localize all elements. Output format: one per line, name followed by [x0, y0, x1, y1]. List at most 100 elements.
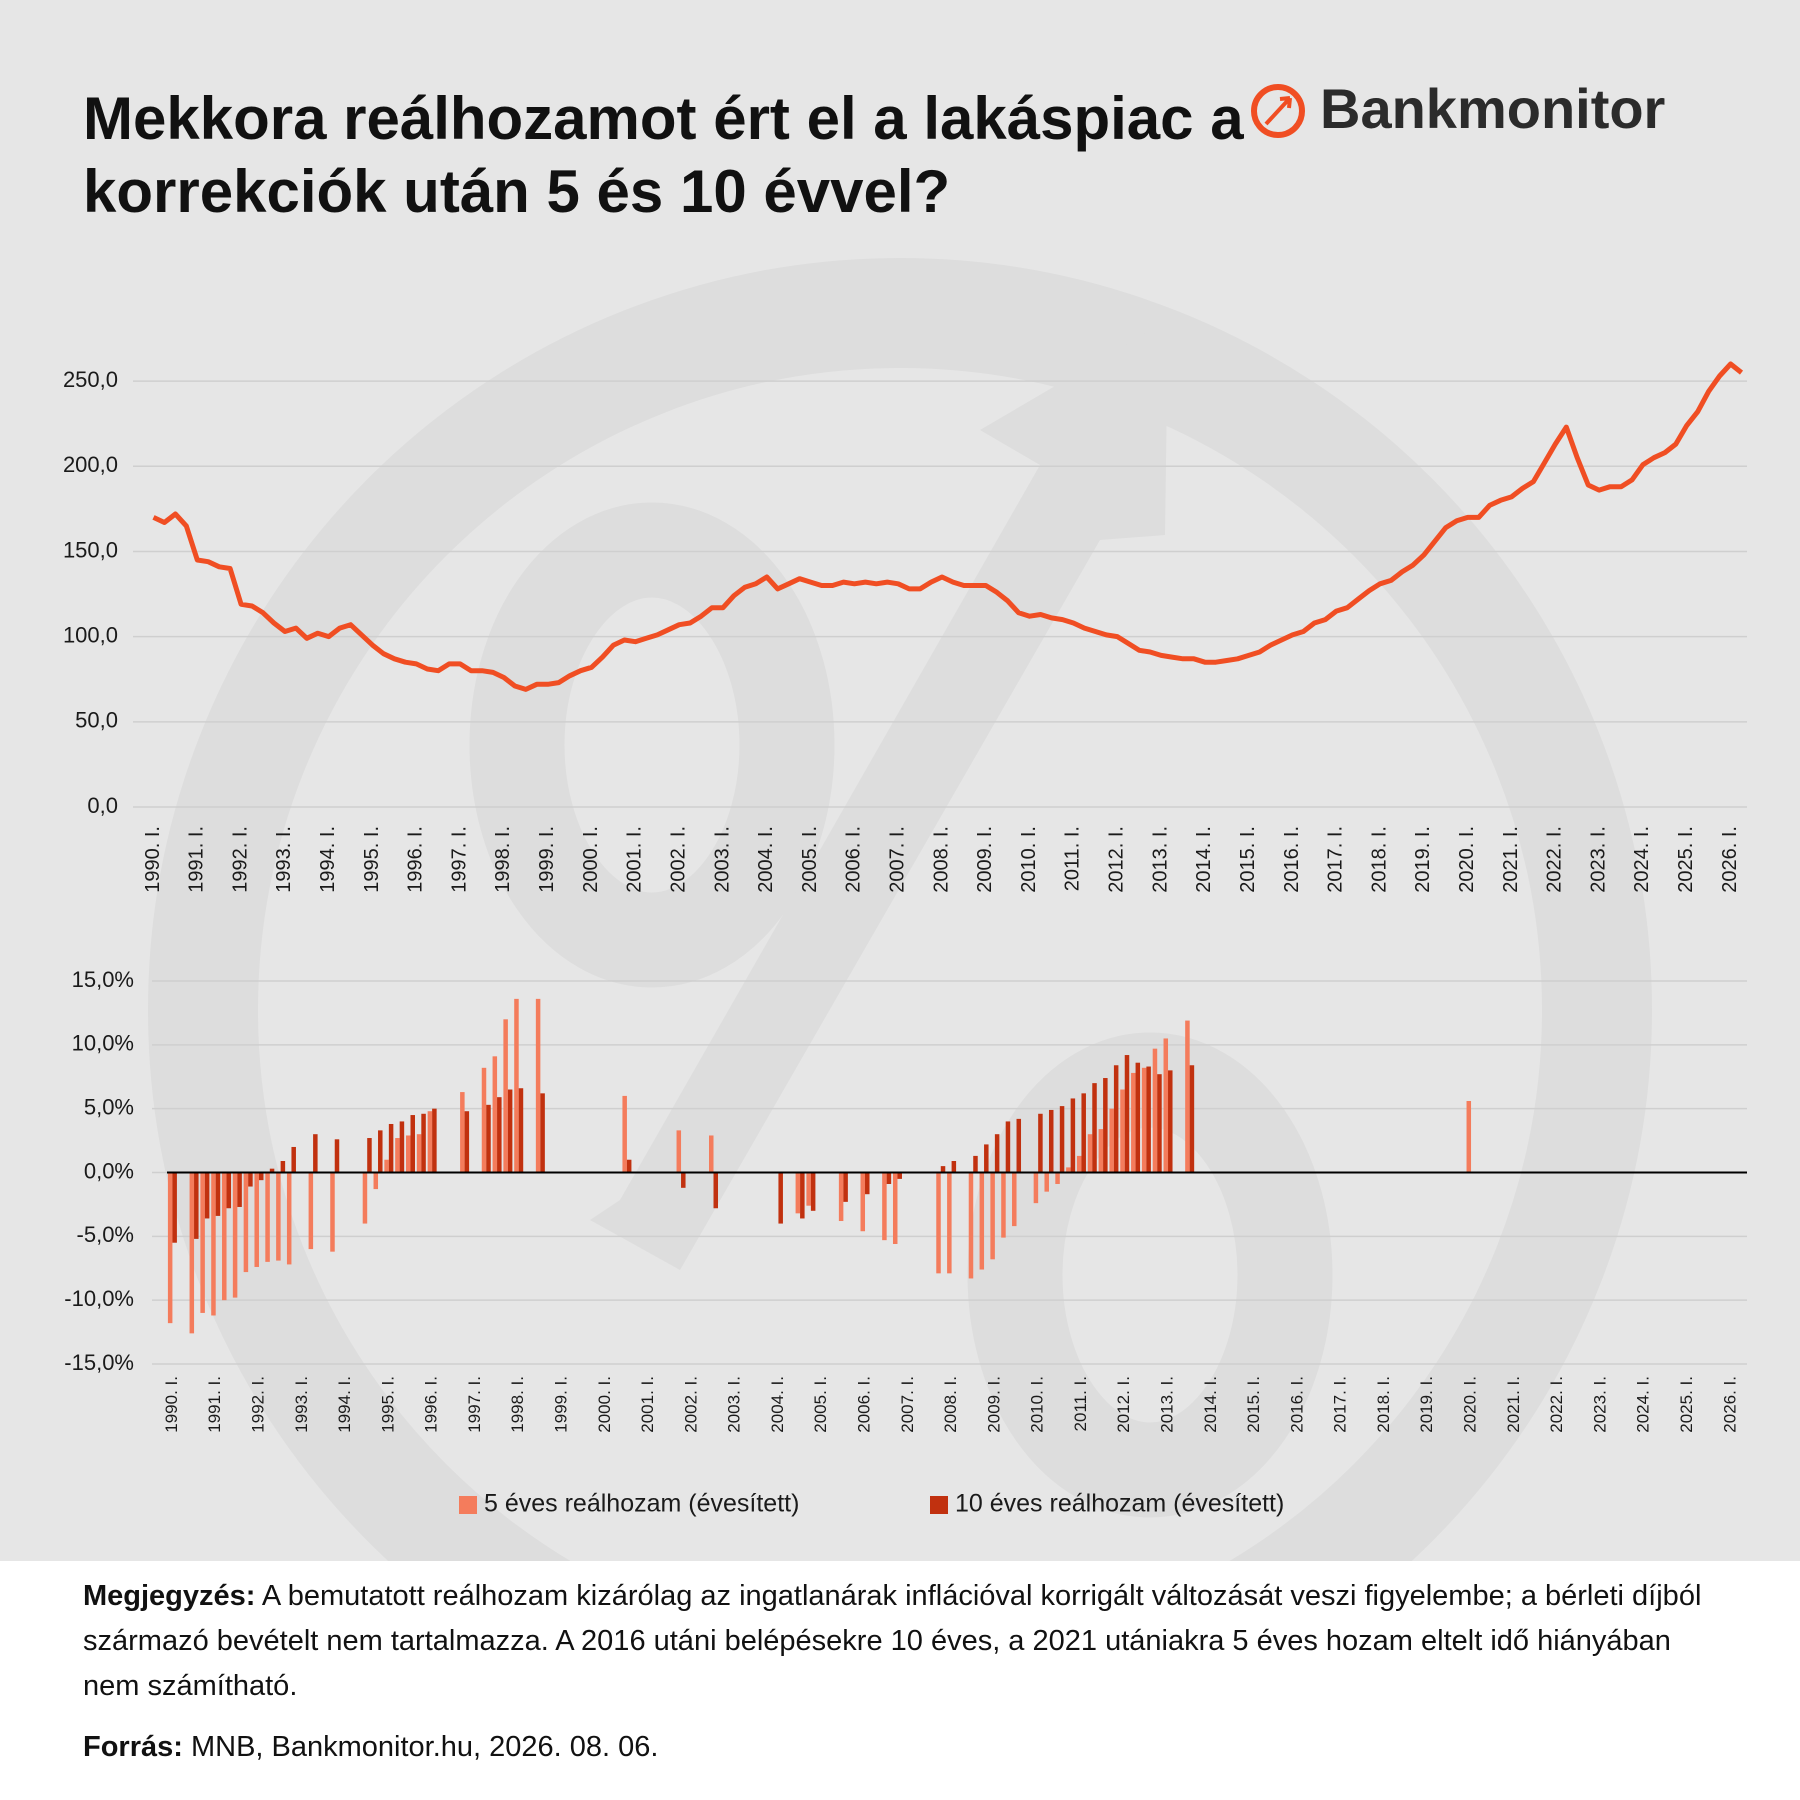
x-tick-label: 2011. I.	[1071, 1376, 1090, 1431]
bar	[1103, 1078, 1108, 1173]
legend-label: 5 éves reálhozam (évesített)	[484, 1490, 799, 1518]
bar	[416, 1134, 422, 1173]
note-label: Megjegyzés:	[83, 1580, 256, 1612]
logo-icon-arrow	[1264, 96, 1292, 126]
bar	[507, 1089, 513, 1173]
x-tick-label: 1990. I.	[162, 1376, 181, 1433]
x-tick-label: 1991. I.	[205, 1376, 224, 1433]
x-tick-label: 2018. I.	[1374, 1376, 1393, 1433]
x-tick-label: 2010. I.	[1018, 826, 1040, 893]
bar	[540, 1093, 545, 1173]
x-tick-label: 1994. I.	[317, 826, 339, 893]
x-tick-label: 2018. I.	[1368, 826, 1390, 893]
bar	[373, 1172, 379, 1190]
y-tick-label: 50,0	[75, 708, 118, 733]
bar	[1055, 1172, 1060, 1184]
bar	[800, 1172, 805, 1219]
source: Forrás: MNB, Bankmonitor.hu, 2026. 08. 0…	[83, 1725, 1733, 1770]
x-tick-label: 2008. I.	[930, 826, 952, 893]
bar	[897, 1172, 902, 1179]
x-tick-label: 2016. I.	[1287, 1376, 1306, 1433]
x-tick-label: 2000. I.	[595, 1376, 614, 1433]
x-tick-label: 2022. I.	[1544, 826, 1566, 893]
logo-text: Bankmonitor	[1320, 77, 1665, 140]
bar	[681, 1172, 686, 1188]
x-tick-label: 2014. I.	[1201, 1376, 1220, 1433]
y-tick-label: 10,0%	[72, 1031, 134, 1056]
bar	[405, 1135, 411, 1173]
bar	[535, 998, 541, 1173]
x-tick-label: 2017. I.	[1331, 1376, 1350, 1433]
bar	[232, 1172, 238, 1298]
bar	[1135, 1062, 1141, 1173]
bar	[1189, 1065, 1195, 1173]
bar	[308, 1172, 314, 1250]
x-tick-label: 1990. I.	[142, 826, 164, 893]
watermark-ring	[148, 258, 1652, 1561]
bar	[1081, 1093, 1086, 1173]
bar	[226, 1172, 232, 1209]
x-tick-label: 2019. I.	[1412, 826, 1434, 893]
bar	[334, 1139, 340, 1173]
watermark-arrow	[590, 320, 1168, 1270]
x-tick-label: 1994. I.	[335, 1376, 354, 1433]
bar	[806, 1172, 811, 1206]
bar	[1157, 1074, 1162, 1173]
x-tick-label: 2004. I.	[768, 1376, 787, 1433]
bar	[936, 1172, 941, 1274]
bar	[503, 1019, 508, 1173]
x-tick-label: 1995. I.	[361, 826, 383, 893]
x-tick-label: 2006. I.	[854, 1376, 873, 1433]
bar	[211, 1172, 216, 1316]
bar	[280, 1161, 286, 1173]
bar	[362, 1172, 368, 1224]
bar	[1070, 1098, 1076, 1173]
x-tick-label: 2019. I.	[1417, 1376, 1436, 1433]
bar	[172, 1172, 177, 1243]
bar	[713, 1172, 719, 1209]
x-tick-label: 2026. I.	[1720, 1376, 1739, 1433]
bar	[626, 1159, 632, 1173]
bar	[1087, 1134, 1093, 1173]
bar	[286, 1172, 292, 1265]
note-text: A bemutatott reálhozam kizárólag az inga…	[83, 1580, 1702, 1702]
bar	[1076, 1155, 1082, 1173]
bar	[204, 1172, 210, 1219]
x-tick-label: 2013. I.	[1158, 1376, 1177, 1433]
bar	[947, 1172, 952, 1274]
bar	[1048, 1109, 1054, 1173]
x-tick-label: 2012. I.	[1114, 1376, 1133, 1433]
x-tick-label: 2009. I.	[974, 826, 996, 893]
bar	[1044, 1172, 1049, 1192]
x-tick-label: 2015. I.	[1244, 1376, 1263, 1433]
x-tick-label: 2025. I.	[1675, 826, 1697, 893]
bar	[1092, 1083, 1097, 1173]
bar	[200, 1172, 205, 1313]
bar	[810, 1172, 816, 1211]
bar	[892, 1172, 898, 1244]
bar	[367, 1138, 372, 1173]
y-tick-label: 0,0%	[84, 1158, 134, 1183]
bar	[1038, 1113, 1043, 1173]
x-tick-label: 2014. I.	[1193, 826, 1215, 893]
bar	[1124, 1055, 1130, 1173]
bar	[399, 1121, 405, 1173]
x-tick-label: 2006. I.	[843, 826, 865, 893]
x-tick-label: 2004. I.	[755, 826, 777, 893]
source-text: MNB, Bankmonitor.hu, 2026. 08. 06.	[190, 1731, 659, 1763]
bar	[1131, 1072, 1136, 1173]
y-tick-label: 250,0	[63, 367, 118, 392]
x-tick-label: 2010. I.	[1028, 1376, 1047, 1433]
x-tick-label: 2011. I.	[1062, 826, 1084, 891]
bar	[1168, 1070, 1173, 1173]
bar	[968, 1172, 974, 1279]
chart: Bankmonitor 0,0 50,0 100,0 150,0 200,0 250,0 1…	[0, 0, 1800, 1561]
bar	[464, 1111, 470, 1173]
x-tick-label: 2000. I.	[580, 826, 602, 893]
bar	[795, 1172, 801, 1214]
bar	[865, 1172, 870, 1195]
bar	[1466, 1101, 1472, 1173]
bar	[497, 1097, 502, 1173]
bar	[979, 1172, 985, 1270]
